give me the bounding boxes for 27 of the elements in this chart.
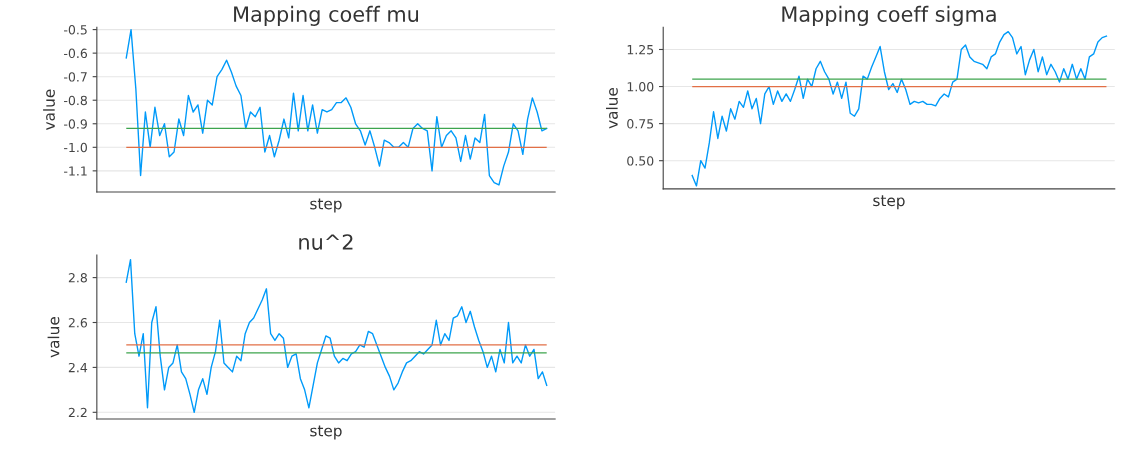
y-tick-label: 2.6 <box>68 317 88 328</box>
y-axis-title: value <box>606 88 618 129</box>
y-tick-label: -0.7 <box>64 72 87 82</box>
y-tick-label: 2.2 <box>68 407 87 418</box>
chart-title: Mapping coeff mu <box>234 5 418 27</box>
chart-title: nu^2 <box>299 234 353 250</box>
chart-title: Mapping coeff sigma <box>782 5 996 27</box>
x-axis-title: step <box>873 195 905 210</box>
x-axis-title: step <box>310 198 342 213</box>
y-axis-title: value <box>43 89 55 131</box>
y-tick-label: -0.6 <box>64 48 88 59</box>
line-series <box>691 30 1108 187</box>
y-tick-label: -1.0 <box>64 142 87 153</box>
y-axis-title: value <box>47 317 60 358</box>
y-tick-label: 2.8 <box>68 273 87 283</box>
y-tick-label: 2.4 <box>68 362 88 373</box>
line-series <box>125 28 548 186</box>
y-tick-label: 1.00 <box>627 82 654 92</box>
y-tick-label: -0.5 <box>64 25 87 35</box>
y-tick-label: 0.50 <box>627 156 654 166</box>
x-axis-title: step <box>310 425 342 440</box>
y-tick-label: -0.9 <box>64 119 87 129</box>
y-tick-label: 1.25 <box>627 44 654 55</box>
y-tick-label: -0.8 <box>64 95 87 106</box>
line-series <box>125 258 548 414</box>
y-tick-label: -1.1 <box>64 166 87 176</box>
y-tick-label: 0.75 <box>627 119 654 129</box>
